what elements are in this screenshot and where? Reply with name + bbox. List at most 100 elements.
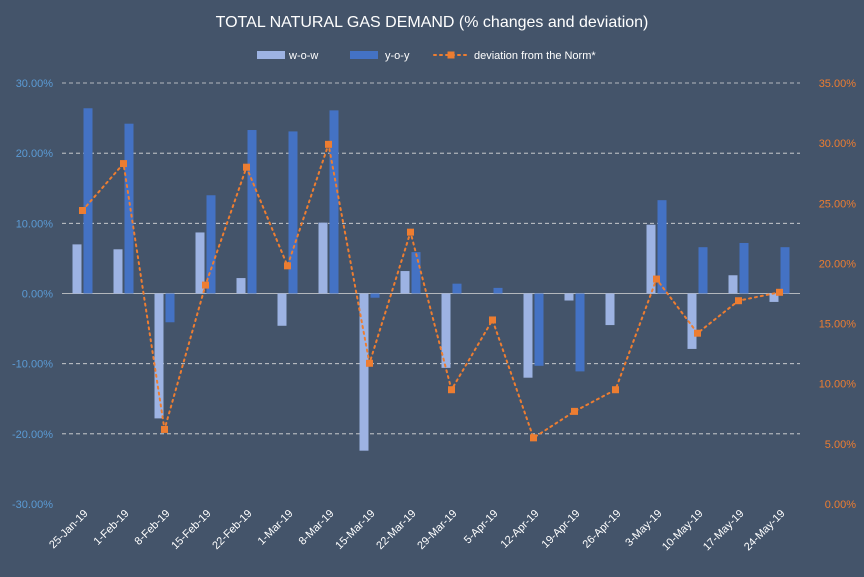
y-axis-left: -30.00% -20.00% -10.00% 0.00% 10.00% 20.00% 30… (12, 78, 53, 511)
bar-yoy (288, 131, 298, 294)
bar-wow (154, 293, 164, 419)
y-left-tick-label: 20.00% (16, 148, 54, 160)
bar-yoy (370, 293, 380, 298)
legend: w-o-w y-o-y deviation from the Norm* (257, 50, 596, 62)
bar-wow (277, 293, 287, 326)
y-left-tick-label: -10.00% (12, 359, 53, 371)
bar-yoy (534, 293, 544, 366)
deviation-marker (571, 407, 578, 415)
bar-yoy (780, 247, 790, 294)
x-tick-label: 22-Feb-19 (210, 508, 254, 552)
chart-title: TOTAL NATURAL GAS DEMAND (% changes and … (216, 14, 649, 31)
bar-wow (359, 293, 369, 451)
x-tick-label: 10-May-19 (660, 508, 706, 554)
y-left-tick-label: -20.00% (12, 429, 53, 441)
deviation-marker (325, 140, 332, 148)
x-tick-label: 25-Jan-19 (47, 508, 91, 552)
deviation-marker (612, 386, 619, 394)
bar-wow (564, 293, 574, 301)
x-axis: 25-Jan-19 1-Feb-19 8-Feb-1915-Feb-1922-Feb… (47, 508, 788, 554)
legend-swatch (350, 51, 378, 59)
bar-wow (441, 293, 451, 368)
deviation-marker (735, 297, 742, 305)
y-left-tick-label: 10.00% (16, 218, 54, 230)
bars (72, 108, 790, 451)
y-left-tick-label: 0.00% (22, 289, 53, 301)
y-right-tick-label: 25.00% (819, 198, 857, 210)
x-tick-label: 5-Apr-19 (462, 508, 501, 547)
x-tick-label: 8-Feb-19 (133, 508, 173, 548)
y-right-tick-label: 0.00% (825, 499, 856, 511)
legend-label: y-o-y (385, 50, 410, 62)
deviation-marker (202, 281, 209, 289)
bar-yoy (657, 200, 667, 294)
y-right-tick-label: 35.00% (819, 78, 857, 90)
y-right-tick-label: 10.00% (819, 379, 857, 391)
deviation-marker (161, 425, 168, 433)
legend-swatch (257, 51, 285, 59)
deviation-marker (776, 288, 783, 296)
x-tick-label: 26-Apr-19 (581, 508, 624, 551)
deviation-marker (284, 262, 291, 270)
y-right-tick-label: 5.00% (825, 439, 856, 451)
bar-wow (769, 293, 779, 302)
x-tick-label: 15-Mar-19 (333, 508, 377, 552)
y-left-tick-label: -30.00% (12, 499, 53, 511)
bar-yoy (165, 293, 175, 323)
bar-wow (318, 222, 328, 294)
x-tick-label: 8-Mar-19 (297, 508, 337, 548)
x-tick-label: 12-Apr-19 (499, 508, 542, 551)
x-tick-label: 1-Mar-19 (256, 508, 296, 548)
bar-wow (72, 244, 82, 294)
bar-yoy (411, 252, 421, 294)
legend-label: w-o-w (288, 50, 318, 62)
y-left-tick-label: 30.00% (16, 78, 54, 90)
bar-wow (195, 232, 205, 294)
x-tick-label: 3-May-19 (623, 508, 664, 549)
bar-yoy (206, 195, 216, 294)
bar-yoy (698, 247, 708, 294)
x-tick-label: 19-Apr-19 (540, 508, 583, 551)
y-axis-right: 0.00% 5.00% 10.00% 15.00% 20.00% 25.00% 30.00%… (819, 78, 857, 511)
deviation-marker (653, 275, 660, 283)
bar-yoy (124, 123, 134, 294)
bar-yoy (329, 110, 339, 294)
x-tick-label: 17-May-19 (701, 508, 747, 554)
x-tick-label: 15-Feb-19 (169, 508, 213, 552)
deviation-line (79, 140, 783, 442)
y-right-tick-label: 20.00% (819, 258, 857, 270)
deviation-marker (694, 329, 701, 337)
legend-label: deviation from the Norm* (474, 50, 596, 62)
bar-wow (728, 275, 738, 294)
deviation-marker (243, 163, 250, 171)
deviation-marker (79, 207, 86, 215)
bar-wow (687, 293, 697, 349)
x-tick-label: 22-Mar-19 (374, 508, 418, 552)
y-right-tick-label: 15.00% (819, 319, 857, 331)
deviation-marker (407, 228, 414, 236)
deviation-marker (120, 160, 127, 168)
gridlines (62, 82, 800, 435)
y-right-tick-label: 30.00% (819, 138, 857, 150)
deviation-marker (530, 434, 537, 442)
bar-wow (646, 224, 656, 294)
deviation-marker (366, 359, 373, 367)
bar-wow (523, 293, 533, 378)
x-tick-label: 1-Feb-19 (92, 508, 132, 548)
bar-yoy (739, 242, 749, 294)
bar-wow (236, 278, 246, 294)
bar-yoy (247, 130, 257, 294)
x-tick-label: 29-Mar-19 (415, 508, 459, 552)
x-tick-label: 24-May-19 (742, 508, 788, 554)
bar-yoy (575, 293, 585, 372)
deviation-series-line (81, 140, 781, 440)
bar-wow (605, 293, 615, 326)
deviation-marker (448, 386, 455, 394)
bar-wow (400, 271, 410, 294)
bar-yoy (493, 287, 503, 294)
bar-yoy (452, 283, 462, 294)
legend-swatch-marker (447, 51, 455, 59)
bar-yoy (83, 108, 93, 294)
deviation-marker (489, 316, 496, 324)
